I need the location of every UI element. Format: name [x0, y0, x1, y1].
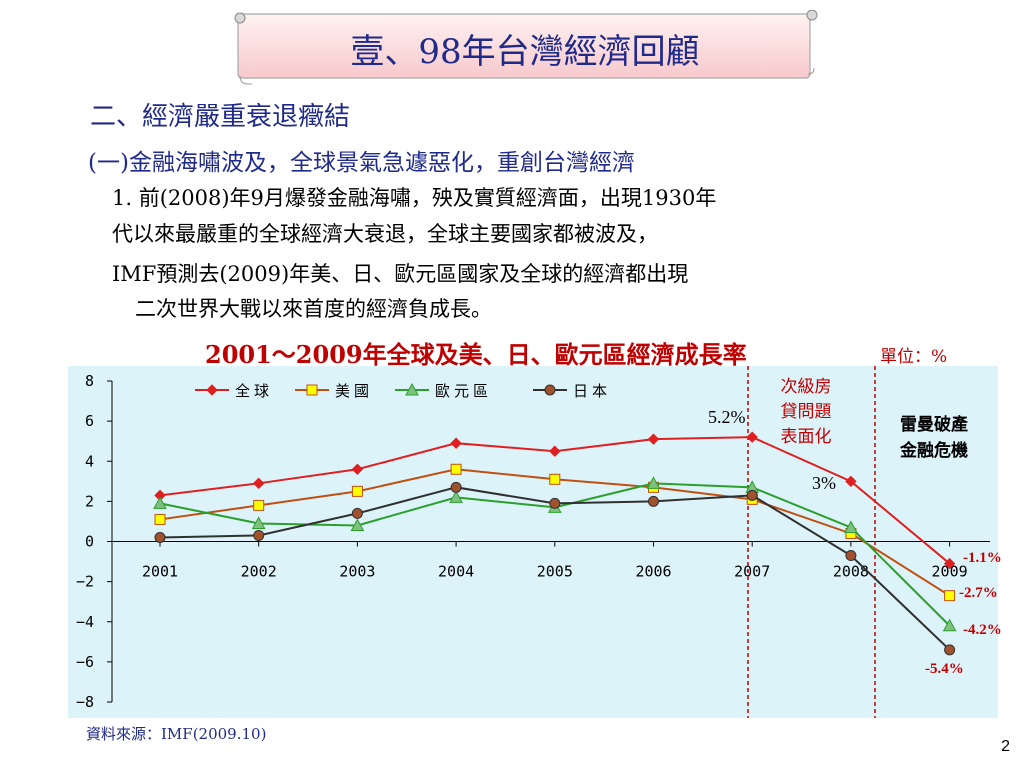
- paragraph-line-4: 二次世界大戰以來首度的經濟負成長。: [135, 297, 492, 321]
- title-banner: 壹、98年台灣經濟回顧: [230, 10, 820, 85]
- data-point: [549, 497, 561, 509]
- annotation-minus-4-2: -4.2%: [963, 622, 1002, 638]
- data-point: [746, 431, 758, 443]
- legend-label: 歐元區: [435, 382, 492, 400]
- legend-marker: [544, 384, 556, 396]
- subprime-annotation-line: 表面化: [781, 427, 832, 447]
- x-tick-label: 2008: [833, 563, 869, 581]
- data-point: [351, 507, 363, 519]
- data-point: [845, 550, 857, 562]
- x-tick-label: 2009: [932, 563, 968, 581]
- data-point: [646, 476, 661, 489]
- paragraph-line-2: 代以來最嚴重的全球經濟大衰退，全球主要國家都被波及，: [112, 222, 658, 246]
- legend-marker: [206, 384, 218, 396]
- y-tick-label: −2: [76, 573, 94, 591]
- data-point: [845, 475, 857, 488]
- legend-label: 美國: [335, 382, 373, 400]
- legend-label: 日本: [573, 382, 611, 400]
- y-tick-label: 4: [85, 452, 94, 470]
- x-tick-label: 2004: [438, 563, 474, 581]
- legend-marker: [405, 382, 419, 396]
- x-tick-label: 2006: [635, 563, 671, 581]
- data-point: [450, 481, 462, 493]
- scroll-decoration: [234, 10, 818, 85]
- x-tick-label: 2002: [241, 563, 277, 581]
- data-point: [351, 463, 364, 475]
- data-point: [350, 518, 365, 531]
- lehman-annotation-line: 金融危機: [899, 440, 968, 461]
- data-point: [154, 513, 166, 525]
- data-point: [351, 485, 363, 497]
- chart-title: 2001～2009年全球及美、日、歐元區經濟成長率: [205, 340, 747, 369]
- data-point: [942, 618, 957, 632]
- subprime-annotation-line: 貸問題: [781, 402, 832, 422]
- data-point: [253, 499, 265, 511]
- x-tick-label: 2003: [339, 563, 375, 581]
- lehman-annotation-line: 雷曼破產: [900, 414, 968, 435]
- legend-marker: [306, 384, 318, 396]
- annotation-minus-1-1: -1.1%: [963, 550, 1002, 566]
- subprime-annotation-line: 次級房: [781, 377, 832, 397]
- data-point: [746, 489, 758, 501]
- data-point: [844, 520, 858, 533]
- data-point: [252, 477, 265, 490]
- sub-heading: (一)金融海嘯波及，全球景氣急遽惡化，重創台灣經濟: [88, 150, 635, 176]
- y-tick-label: 6: [85, 412, 94, 430]
- x-tick-label: 2001: [142, 563, 178, 581]
- paragraph-line-3: IMF預測去(2009)年美、日、歐元區國家及全球的經濟都出現: [112, 262, 689, 286]
- data-point: [154, 531, 166, 543]
- data-point: [943, 557, 956, 570]
- y-tick-label: −6: [76, 653, 94, 671]
- annotation-minus-5-4: -5.4%: [925, 661, 964, 677]
- data-point: [450, 437, 462, 449]
- y-tick-label: −8: [76, 693, 94, 711]
- data-point: [647, 433, 660, 445]
- annotation-5-2: 5.2%: [708, 407, 746, 427]
- data-point: [549, 445, 561, 457]
- data-point: [153, 496, 167, 509]
- chart-unit-label: 單位：%: [880, 347, 948, 367]
- data-point: [549, 473, 561, 485]
- data-point: [944, 590, 956, 602]
- annotation-minus-2-7: -2.7%: [959, 585, 998, 601]
- page-number: 2: [1001, 738, 1010, 755]
- y-tick-label: 0: [85, 533, 94, 551]
- slide-title: 壹、98年台灣經濟回顧: [350, 32, 700, 72]
- data-point: [944, 644, 956, 656]
- y-tick-label: 8: [85, 372, 94, 390]
- section-heading: 二、經濟嚴重衰退癥結: [90, 102, 351, 132]
- data-point: [450, 463, 462, 475]
- annotation-3: 3%: [812, 473, 836, 493]
- data-point: [251, 516, 266, 529]
- data-point: [648, 495, 659, 507]
- data-point: [449, 490, 463, 503]
- y-tick-label: −4: [76, 613, 94, 631]
- paragraph-line-1: 1. 前(2008)年9月爆發金融海嘯，殃及實質經濟面，出現1930年: [112, 186, 717, 210]
- x-tick-label: 2007: [734, 563, 770, 581]
- data-point: [253, 529, 265, 541]
- y-tick-label: 2: [85, 492, 94, 510]
- legend-label: 全球: [235, 382, 273, 400]
- source-note: 資料來源：IMF(2009.10): [86, 725, 267, 743]
- x-tick-label: 2005: [537, 563, 573, 581]
